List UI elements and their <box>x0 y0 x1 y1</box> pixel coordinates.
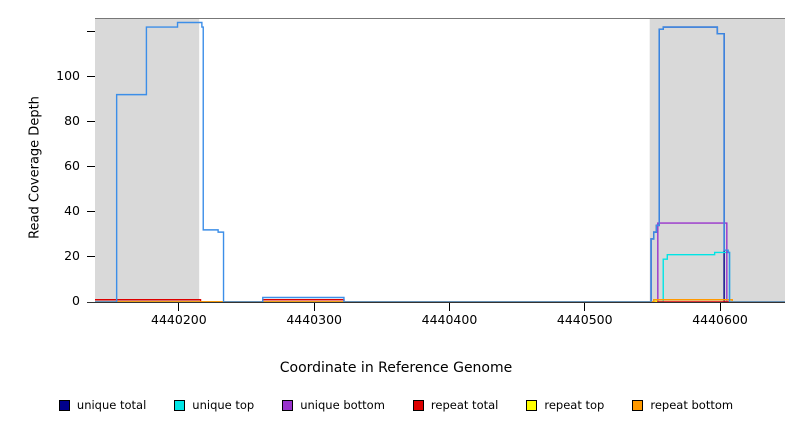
legend-label: unique top <box>192 398 255 412</box>
legend-label: unique total <box>76 398 147 412</box>
chart-legend: unique total unique top unique bottom repea… <box>0 398 792 412</box>
y-axis-tick-mark <box>87 121 95 123</box>
plot-svg <box>95 18 785 302</box>
x-axis-tick-mark <box>584 303 586 311</box>
legend-swatch-icon <box>632 399 644 411</box>
x-axis-title: Coordinate in Reference Genome <box>279 360 513 376</box>
y-axis-tick-label: 20 <box>64 247 80 263</box>
y-axis-tick-mark <box>87 76 95 78</box>
x-axis-tick-mark <box>719 303 721 311</box>
legend-swatch-icon <box>526 399 538 411</box>
plot-area <box>95 18 785 302</box>
y-axis-tick-label: 0 <box>72 293 80 308</box>
x-axis-tick-label: 4440500 <box>556 312 613 327</box>
x-axis-tick-mark <box>313 303 315 311</box>
legend-item: repeat bottom <box>632 398 733 412</box>
legend-swatch-icon <box>412 399 424 411</box>
x-axis-tick-mark <box>448 303 450 311</box>
legend-item: unique top <box>174 398 254 412</box>
y-axis-tick-mark <box>87 211 95 213</box>
shaded-region <box>649 18 785 302</box>
x-axis-line <box>87 302 785 303</box>
series-line <box>95 222 785 302</box>
x-axis-tick-label: 4440300 <box>286 312 342 327</box>
legend-label: repeat top <box>544 398 605 412</box>
legend-item: unique bottom <box>282 398 385 412</box>
x-axis-tick-label: 4440600 <box>692 312 748 327</box>
y-axis-tick-label: 80 <box>64 112 80 128</box>
series-line <box>95 21 785 302</box>
legend-swatch-icon <box>58 399 70 411</box>
legend-item: repeat top <box>526 398 604 412</box>
legend-item: repeat total <box>412 398 499 412</box>
legend-swatch-icon <box>174 399 186 411</box>
legend-swatch-icon <box>282 399 294 411</box>
x-axis-tick-mark <box>178 303 180 311</box>
legend-label: repeat total <box>430 398 499 412</box>
y-axis-tick-label: 40 <box>64 202 80 218</box>
y-axis-tick-label: 60 <box>64 157 80 173</box>
y-axis-tick-mark <box>87 256 95 258</box>
legend-label: unique bottom <box>300 398 385 412</box>
x-axis-tick-label: 4440200 <box>151 312 207 327</box>
x-axis-tick-label: 4440400 <box>421 312 478 327</box>
legend-item: unique total <box>58 398 147 412</box>
y-axis-tick-label: 100 <box>56 67 80 83</box>
y-axis-tick-mark <box>87 31 95 33</box>
legend-label: repeat bottom <box>650 398 734 412</box>
y-axis-tick-mark <box>87 166 95 168</box>
